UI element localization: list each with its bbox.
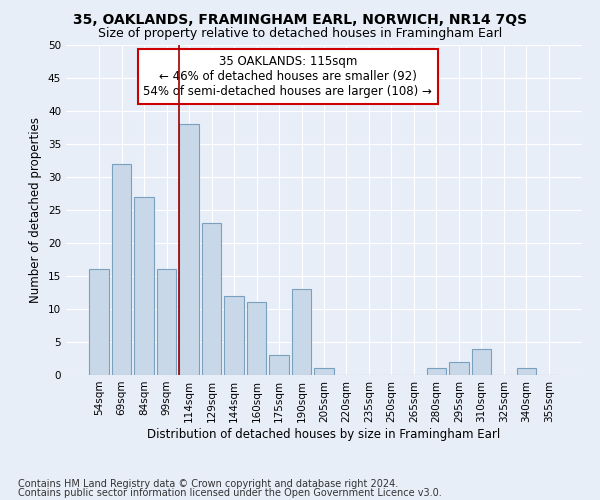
Bar [247, 302, 266, 375]
X-axis label: Distribution of detached houses by size in Framingham Earl: Distribution of detached houses by size … [148, 428, 500, 440]
Bar [89, 270, 109, 375]
Bar [314, 368, 334, 375]
Text: 35 OAKLANDS: 115sqm
← 46% of detached houses are smaller (92)
54% of semi-detach: 35 OAKLANDS: 115sqm ← 46% of detached ho… [143, 55, 433, 98]
Y-axis label: Number of detached properties: Number of detached properties [29, 117, 43, 303]
Bar [472, 348, 491, 375]
Text: 35, OAKLANDS, FRAMINGHAM EARL, NORWICH, NR14 7QS: 35, OAKLANDS, FRAMINGHAM EARL, NORWICH, … [73, 12, 527, 26]
Bar [202, 223, 221, 375]
Bar [157, 270, 176, 375]
Bar [224, 296, 244, 375]
Text: Contains public sector information licensed under the Open Government Licence v3: Contains public sector information licen… [18, 488, 442, 498]
Bar [179, 124, 199, 375]
Bar [269, 355, 289, 375]
Text: Size of property relative to detached houses in Framingham Earl: Size of property relative to detached ho… [98, 28, 502, 40]
Bar [517, 368, 536, 375]
Bar [449, 362, 469, 375]
Text: Contains HM Land Registry data © Crown copyright and database right 2024.: Contains HM Land Registry data © Crown c… [18, 479, 398, 489]
Bar [112, 164, 131, 375]
Bar [427, 368, 446, 375]
Bar [292, 289, 311, 375]
Bar [134, 197, 154, 375]
